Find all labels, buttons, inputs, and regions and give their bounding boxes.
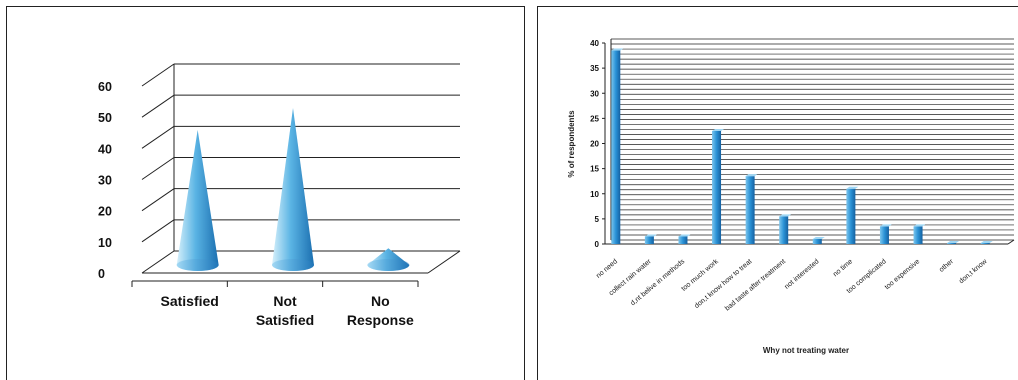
- bar-front: [846, 188, 856, 244]
- bar-front: [712, 130, 722, 244]
- right-y-tick-label: 35: [590, 64, 599, 73]
- bar-11: [947, 240, 960, 244]
- bar-top: [678, 234, 691, 237]
- left-y-tick-label: 0: [98, 267, 105, 281]
- left-y-tick-label: 50: [98, 111, 112, 125]
- right-y-tick-label: 20: [590, 140, 599, 149]
- cone-base: [272, 259, 314, 271]
- left-chart-panel: [6, 6, 525, 380]
- bar-front: [779, 216, 789, 244]
- right-x-tick-label: other: [938, 258, 955, 274]
- left-y-axis: 0 10 20 30 40 50 60: [98, 80, 112, 281]
- right-y-tick-label: 10: [590, 190, 599, 199]
- right-y-tick-label: 30: [590, 89, 599, 98]
- right-floor-side: [1007, 239, 1015, 245]
- right-x-tick-label: bad taste after treatment: [724, 258, 787, 312]
- bar-front: [745, 176, 755, 244]
- right-x-tick-label: no time: [832, 258, 854, 278]
- cone-base: [176, 259, 219, 271]
- bar-4: [712, 128, 725, 244]
- left-x-tick-label: No: [371, 293, 390, 309]
- cone-body: [272, 108, 314, 271]
- right-y-axis: 0 5 10 15 20 25 30 35 40: [590, 39, 599, 249]
- bar-front: [611, 50, 621, 244]
- bar-top: [879, 224, 892, 227]
- bar-top: [947, 240, 960, 243]
- left-floor-side-edge: [427, 250, 461, 274]
- right-y-tick-label: 5: [595, 215, 600, 224]
- right-y-tick-label: 40: [590, 39, 599, 48]
- bar-top: [712, 128, 725, 131]
- left-y-tick-label: 10: [98, 236, 112, 250]
- bar-front: [879, 226, 889, 244]
- bar-8: [846, 186, 859, 244]
- bar-9: [879, 224, 892, 244]
- bar-front: [913, 226, 923, 244]
- left-x-axis: Satisfied Not Satisfied No Response: [160, 293, 414, 328]
- bar-top: [779, 214, 792, 217]
- left-x-tick-label: Not: [273, 293, 297, 309]
- left-x-tick-label: Satisfied: [256, 312, 314, 328]
- bar-front: [812, 238, 822, 244]
- bar-10: [913, 224, 926, 244]
- right-x-tick-label: no need: [595, 258, 619, 280]
- left-grid-diagonal: [141, 188, 175, 212]
- left-grid-diagonal: [141, 63, 175, 87]
- bar-12: [980, 240, 993, 244]
- bar-3: [678, 234, 691, 244]
- left-y-tick-label: 20: [98, 205, 112, 219]
- bar-5: [745, 174, 758, 244]
- bar-top: [846, 186, 859, 189]
- left-y-tick-label: 40: [98, 142, 112, 156]
- left-gridlines: [131, 63, 461, 287]
- right-bars: [611, 48, 993, 244]
- right-x-axis-title: Why not treating water: [763, 346, 849, 355]
- left-grid-diagonal: [141, 219, 175, 243]
- bar-top: [913, 224, 926, 227]
- left-y-tick-label: 30: [98, 174, 112, 188]
- cone-3: [367, 248, 410, 271]
- bar-top: [812, 236, 825, 239]
- cone-1: [176, 129, 219, 271]
- bar-front: [644, 236, 654, 244]
- bar-front: [980, 242, 990, 244]
- cone-2: [272, 108, 314, 271]
- left-y-tick-label: 60: [98, 80, 112, 94]
- left-grid-diagonal: [141, 157, 175, 180]
- left-grid-diagonal: [141, 250, 175, 274]
- bar-7: [812, 236, 825, 244]
- right-x-tick-label: not interested: [784, 258, 821, 291]
- bar-6: [779, 214, 792, 244]
- right-x-tick-label: too expensive: [884, 258, 922, 291]
- right-gridlines: [602, 38, 1015, 245]
- right-y-tick-label: 0: [595, 240, 600, 249]
- bar-1: [611, 48, 624, 244]
- left-cones: [176, 108, 410, 271]
- cone-base: [367, 259, 410, 271]
- bar-2: [644, 234, 657, 244]
- right-x-tick-label: don,t know how to treat: [693, 258, 753, 310]
- cone-body: [176, 129, 219, 271]
- right-y-tick-label: 25: [590, 114, 599, 123]
- right-y-axis-title: % of respondents: [567, 110, 576, 178]
- bar-top: [745, 174, 758, 177]
- bar-top: [980, 240, 993, 243]
- bar-top: [644, 234, 657, 237]
- left-x-tick-label: Response: [347, 312, 414, 328]
- bar-front: [678, 236, 688, 244]
- right-x-tick-label: d,nt belive in methods: [630, 258, 687, 307]
- right-x-tick-label: don,t know: [958, 258, 989, 286]
- left-grid-diagonal: [141, 94, 175, 118]
- bar-front: [947, 242, 957, 244]
- left-grid-diagonal: [141, 125, 175, 149]
- bar-top: [611, 48, 624, 51]
- left-x-tick-label: Satisfied: [160, 293, 218, 309]
- right-y-tick-label: 15: [590, 165, 599, 174]
